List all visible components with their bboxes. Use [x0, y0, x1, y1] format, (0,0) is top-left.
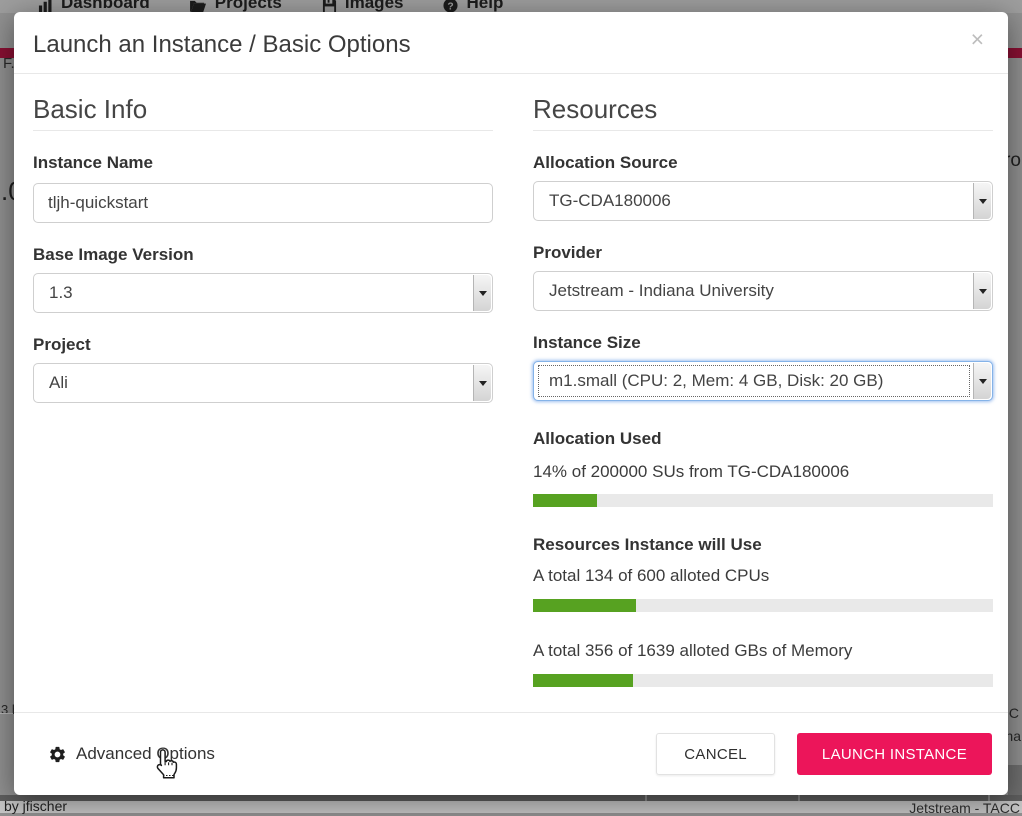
launch-instance-button[interactable]: LAUNCH INSTANCE — [796, 733, 992, 775]
chevron-down-icon — [473, 365, 491, 401]
chevron-down-icon — [973, 363, 991, 399]
nav-label: Dashboard — [61, 0, 150, 12]
background-table-band — [0, 795, 1022, 801]
nav-item-images[interactable]: Images — [322, 0, 404, 13]
cpu-usage-progressbar — [533, 599, 993, 612]
selected-value: Jetstream - Indiana University — [549, 281, 774, 300]
basic-info-heading: Basic Info — [33, 95, 493, 131]
close-icon[interactable]: × — [970, 26, 984, 52]
provider-label: Provider — [533, 243, 602, 262]
project-select[interactable]: Ali — [33, 363, 493, 403]
instance-name-label: Instance Name — [33, 153, 153, 172]
svg-text:?: ? — [448, 1, 454, 12]
chevron-down-icon — [973, 183, 991, 219]
modal-body: Basic Info Instance Name Base Image Vers… — [14, 74, 1008, 687]
selected-value: 1.3 — [49, 283, 73, 302]
allocation-source-select[interactable]: TG-CDA180006 — [533, 181, 993, 221]
nav-label: Projects — [214, 0, 282, 12]
modal-title: Launch an Instance / Basic Options — [33, 30, 411, 58]
top-nav-items: Dashboard Projects Images ? Help — [38, 0, 503, 13]
resources-section: Resources Allocation Source TG-CDA180006… — [533, 74, 993, 687]
nav-label: Help — [466, 0, 504, 12]
floppy-disk-icon — [322, 0, 336, 13]
base-image-version-select[interactable]: 1.3 — [33, 273, 493, 313]
advanced-options-button[interactable]: Advanced Options — [48, 744, 215, 764]
instance-size-label: Instance Size — [533, 333, 641, 352]
allocation-used-text: 14% of 200000 SUs from TG-CDA180006 — [533, 462, 850, 481]
nav-label: Images — [344, 0, 404, 12]
cpu-usage-text: A total 134 of 600 alloted CPUs — [533, 566, 770, 585]
background-divider — [0, 713, 13, 714]
cancel-button[interactable]: CANCEL — [656, 733, 775, 775]
folder-icon — [189, 0, 206, 13]
launch-instance-modal: Launch an Instance / Basic Options × Bas… — [14, 12, 1008, 795]
background-table-divider — [798, 795, 800, 801]
background-band — [1008, 765, 1022, 801]
allocation-used-heading: Allocation Used — [533, 429, 662, 448]
nav-item-dashboard[interactable]: Dashboard — [38, 0, 150, 13]
progress-fill — [533, 599, 636, 612]
background-text-fragment: F. — [3, 55, 15, 72]
provider-select[interactable]: Jetstream - Indiana University — [533, 271, 993, 311]
background-table-divider — [988, 795, 990, 801]
basic-info-section: Basic Info Instance Name Base Image Vers… — [33, 74, 493, 687]
allocation-source-label: Allocation Source — [533, 153, 678, 172]
top-navbar: Dashboard Projects Images ? Help — [0, 0, 1022, 13]
project-label: Project — [33, 335, 91, 354]
selected-value: Ali — [49, 373, 68, 392]
selected-value: m1.small (CPU: 2, Mem: 4 GB, Disk: 20 GB… — [549, 371, 884, 390]
background-text-fragment: C — [1008, 705, 1019, 721]
background-text-fragment: ro — [1004, 150, 1021, 171]
background-text-fragment: na — [1005, 728, 1021, 744]
bar-chart-icon — [38, 0, 52, 13]
background-table-divider — [645, 795, 647, 801]
instance-size-select[interactable]: m1.small (CPU: 2, Mem: 4 GB, Disk: 20 GB… — [533, 361, 993, 401]
memory-usage-text: A total 356 of 1639 alloted GBs of Memor… — [533, 641, 853, 660]
instance-name-input[interactable] — [33, 183, 493, 223]
provider-footer-text: Jetstream - TACC — [909, 800, 1020, 816]
modal-header: Launch an Instance / Basic Options × — [14, 12, 1008, 74]
advanced-options-label: Advanced Options — [76, 744, 215, 763]
progress-fill — [533, 674, 633, 687]
nav-item-projects[interactable]: Projects — [189, 0, 282, 13]
nav-item-help[interactable]: ? Help — [443, 0, 503, 13]
base-image-version-label: Base Image Version — [33, 245, 194, 264]
footer-buttons: CANCEL LAUNCH INSTANCE — [656, 733, 992, 775]
attribution-text: by jfischer — [4, 798, 68, 814]
help-circle-icon: ? — [443, 0, 459, 13]
progress-fill — [533, 494, 598, 507]
chevron-down-icon — [473, 275, 491, 311]
usage-heading: Resources Instance will Use — [533, 535, 762, 554]
chevron-down-icon — [973, 273, 991, 309]
modal-footer: Advanced Options CANCEL LAUNCH INSTANCE — [14, 712, 1008, 795]
resources-heading: Resources — [533, 95, 993, 131]
allocation-used-progressbar — [533, 494, 993, 507]
memory-usage-progressbar — [533, 674, 993, 687]
background-footer-strip — [0, 801, 1022, 813]
selected-value: TG-CDA180006 — [549, 191, 671, 210]
gear-icon — [50, 746, 65, 762]
